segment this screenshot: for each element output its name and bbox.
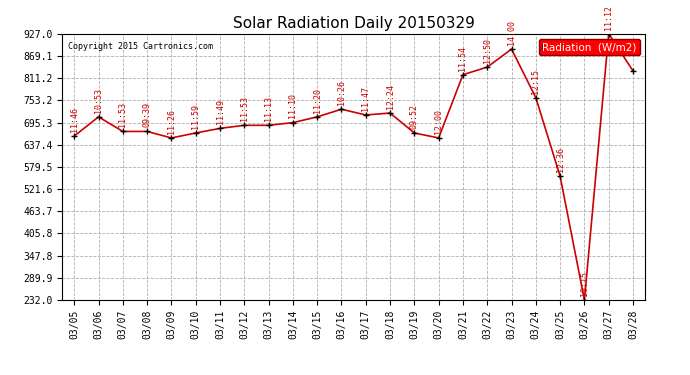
Text: 11:26: 11:26: [167, 109, 176, 134]
Text: 09:39: 09:39: [143, 102, 152, 127]
Text: 12:15: 12:15: [531, 69, 540, 93]
Text: 10:53: 10:53: [94, 88, 103, 113]
Text: 10:26: 10:26: [337, 80, 346, 105]
Text: 12:24: 12:24: [386, 84, 395, 109]
Text: 09:52: 09:52: [410, 104, 419, 129]
Text: 11:53: 11:53: [118, 102, 128, 127]
Text: 11:12: 11:12: [604, 4, 613, 30]
Text: 10:15: 10:15: [580, 271, 589, 296]
Text: 11:59: 11:59: [191, 104, 200, 129]
Legend: Radiation  (W/m2): Radiation (W/m2): [540, 39, 640, 55]
Text: 12:36: 12:36: [555, 147, 564, 172]
Text: 11:46: 11:46: [70, 107, 79, 132]
Text: 11:20: 11:20: [313, 88, 322, 113]
Text: 11:47: 11:47: [362, 86, 371, 111]
Text: 11:49: 11:49: [215, 99, 224, 124]
Text: 12:00: 12:00: [434, 109, 443, 134]
Text: 11:53: 11:53: [240, 96, 249, 121]
Text: 11:10: 11:10: [288, 93, 297, 118]
Title: Solar Radiation Daily 20150329: Solar Radiation Daily 20150329: [233, 16, 475, 31]
Text: 11:54: 11:54: [458, 46, 467, 70]
Text: 14:00: 14:00: [507, 20, 516, 45]
Text: Copyright 2015 Cartronics.com: Copyright 2015 Cartronics.com: [68, 42, 213, 51]
Text: 11:13: 11:13: [264, 96, 273, 121]
Text: 12:50: 12:50: [483, 38, 492, 63]
